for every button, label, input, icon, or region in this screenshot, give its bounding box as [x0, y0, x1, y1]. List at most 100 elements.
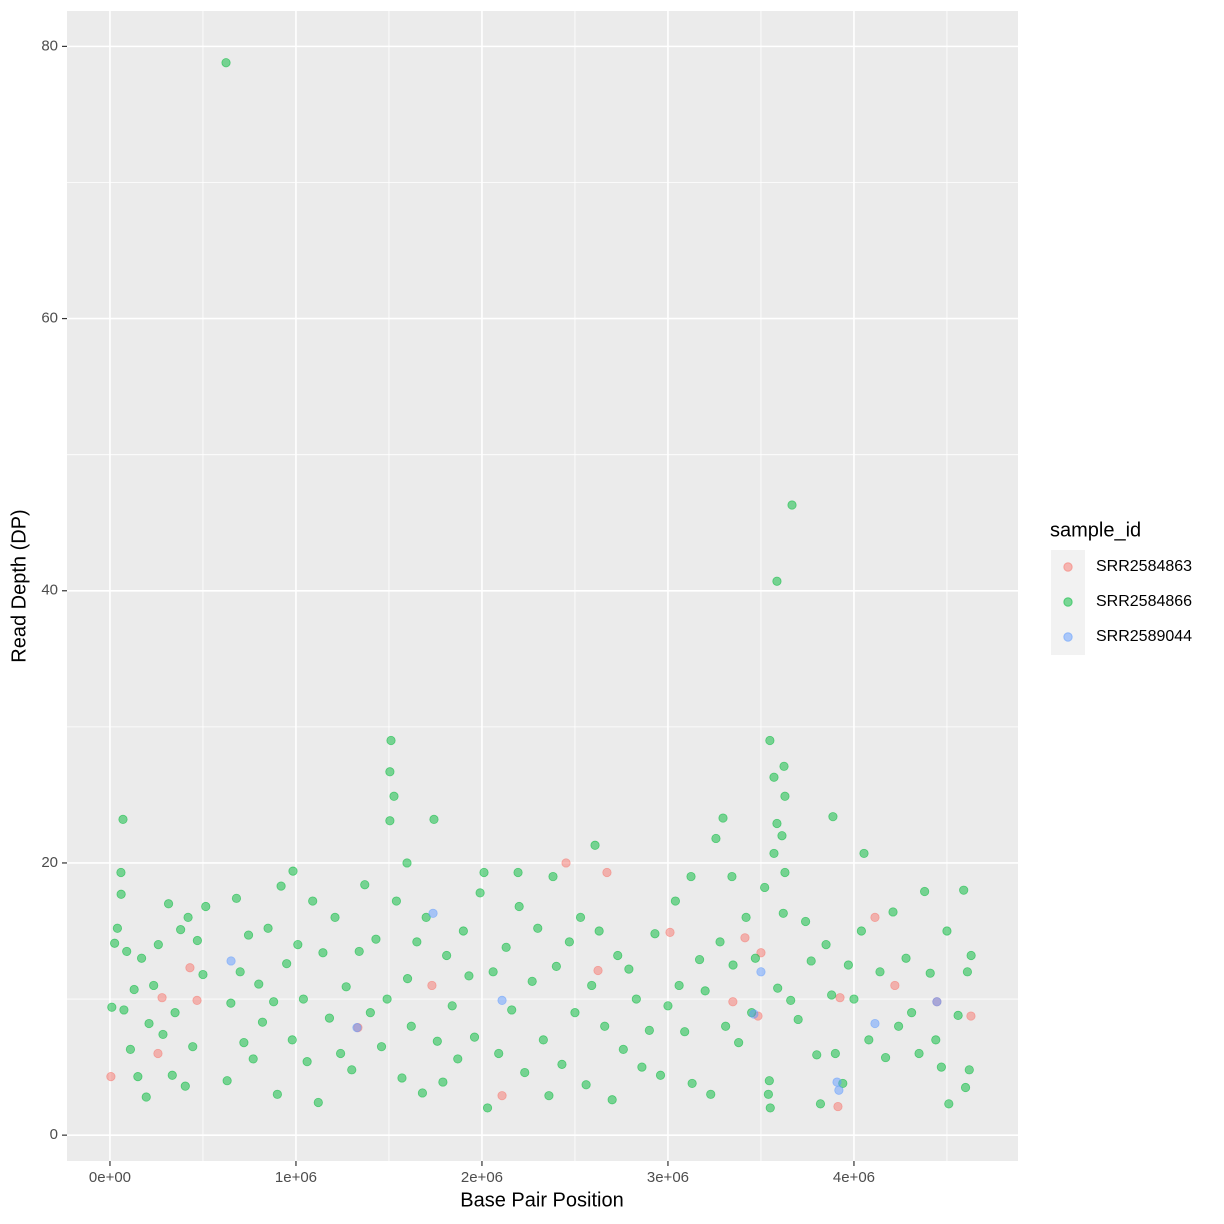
point [680, 1027, 690, 1037]
point [700, 986, 710, 996]
point [402, 974, 413, 984]
y-tick-label: 60 [41, 310, 58, 327]
legend-symbol [1063, 562, 1073, 572]
point [112, 923, 123, 933]
point [760, 882, 770, 893]
point [631, 994, 641, 1004]
point [458, 926, 468, 936]
point [386, 735, 396, 746]
point [834, 1085, 844, 1095]
point [557, 1059, 567, 1069]
point [141, 1092, 151, 1102]
point [670, 896, 680, 906]
point [167, 1070, 177, 1080]
point [429, 814, 439, 825]
point [464, 971, 474, 981]
point [421, 912, 431, 922]
x-axis-title: Base Pair Position [460, 1189, 623, 1211]
point [650, 929, 660, 939]
point [665, 927, 675, 937]
legend-label: SRR2589044 [1096, 628, 1192, 645]
point [412, 937, 422, 947]
point [564, 937, 574, 947]
point [192, 935, 202, 946]
point [870, 1018, 880, 1029]
point [561, 858, 571, 868]
point [594, 926, 604, 936]
point [740, 933, 750, 943]
y-tick-label: 40 [41, 582, 58, 599]
point [880, 1052, 891, 1063]
point [231, 893, 242, 903]
point [243, 930, 254, 940]
point [538, 1035, 548, 1045]
point [170, 1008, 180, 1018]
point [318, 948, 328, 958]
point [442, 950, 452, 961]
point [721, 1021, 731, 1031]
point [402, 858, 412, 868]
point [548, 871, 558, 882]
point [602, 867, 612, 878]
point [389, 791, 399, 801]
point [149, 980, 159, 991]
legend-label: SRR2584863 [1096, 558, 1192, 575]
point [966, 1011, 976, 1021]
point [417, 1088, 428, 1098]
point [769, 772, 779, 782]
point [551, 961, 561, 971]
point [391, 896, 401, 906]
point [728, 960, 738, 970]
panel-background [67, 11, 1018, 1161]
point [932, 997, 942, 1007]
point [453, 1054, 463, 1064]
point [347, 1065, 357, 1075]
point [718, 813, 728, 823]
point [235, 967, 245, 977]
point [964, 1065, 974, 1075]
point [330, 912, 340, 922]
point [734, 1037, 744, 1048]
point [254, 979, 264, 989]
point [859, 848, 869, 859]
point [352, 1023, 362, 1033]
point [618, 1044, 628, 1055]
point [613, 950, 623, 961]
point [772, 818, 782, 829]
point [533, 923, 543, 933]
point [587, 980, 597, 991]
x-tick-label: 0e+00 [89, 1169, 131, 1186]
point [276, 881, 286, 891]
point [248, 1054, 258, 1064]
point [133, 1072, 143, 1082]
point [772, 576, 782, 586]
point [812, 1050, 822, 1060]
point [432, 1036, 442, 1046]
point [158, 1029, 168, 1040]
point [711, 833, 721, 844]
point [593, 965, 603, 976]
point [221, 58, 231, 68]
point [497, 1091, 507, 1101]
legend-label: SRR2584866 [1096, 593, 1192, 610]
point [765, 1103, 775, 1113]
point [385, 767, 395, 777]
point [835, 993, 845, 1003]
point [302, 1057, 312, 1067]
point [833, 1101, 843, 1112]
point [198, 969, 208, 980]
point [479, 867, 489, 878]
point [313, 1097, 323, 1108]
point [118, 814, 128, 825]
point [944, 1099, 954, 1109]
point [222, 1076, 232, 1086]
y-tick-label: 20 [41, 854, 58, 871]
point [773, 983, 783, 993]
point [962, 967, 973, 977]
point [144, 1018, 154, 1029]
point [371, 934, 381, 944]
point [821, 940, 831, 950]
point [750, 953, 760, 963]
point [769, 848, 779, 859]
